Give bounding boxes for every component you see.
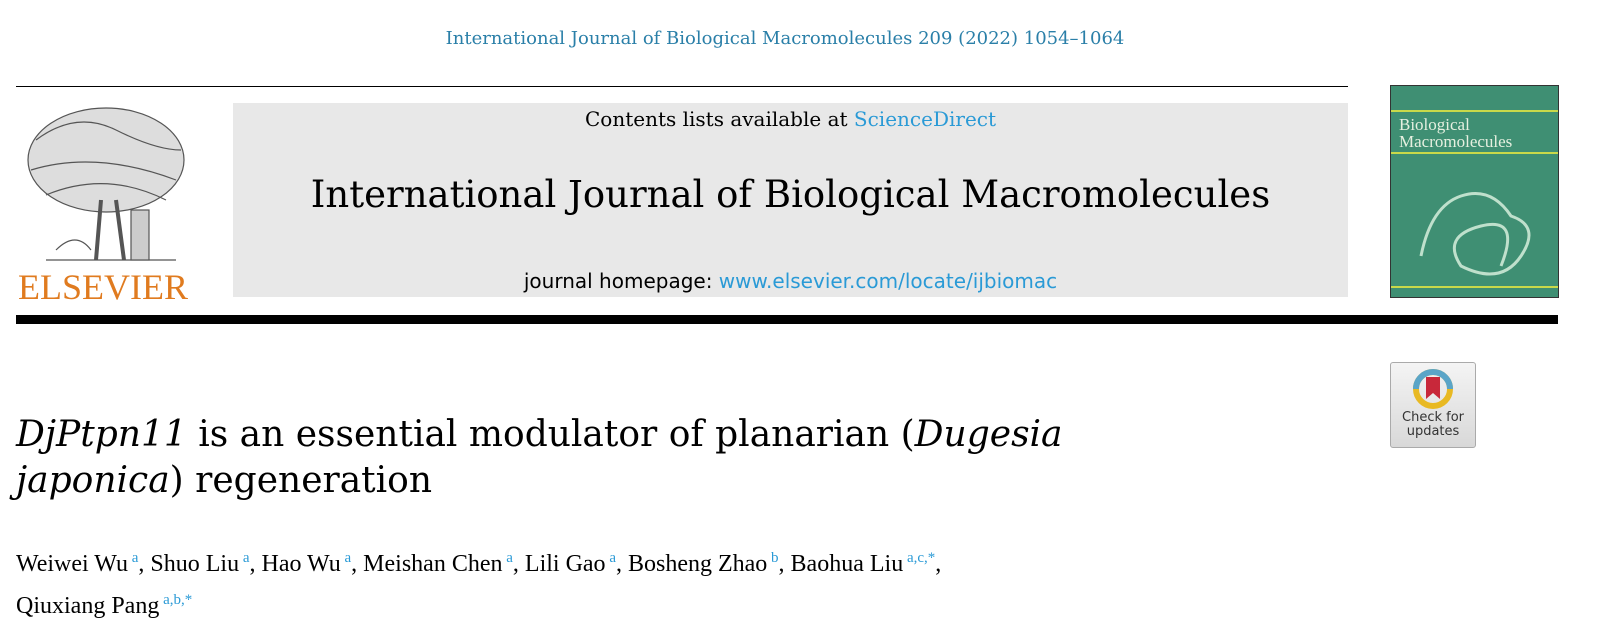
author[interactable]: Baohua Liu xyxy=(790,551,904,577)
journal-masthead: Contents lists available at ScienceDirec… xyxy=(233,103,1348,297)
crossmark-icon xyxy=(1413,369,1453,409)
journal-cover[interactable]: Biological Macromolecules xyxy=(1390,85,1559,298)
author-list: Weiwei Wu a, Shuo Liu a, Hao Wu a, Meish… xyxy=(16,550,942,619)
author[interactable]: Shuo Liu xyxy=(150,551,240,577)
author[interactable]: Weiwei Wu xyxy=(16,551,128,577)
homepage-prefix: journal homepage: xyxy=(523,269,719,293)
author-affiliation[interactable]: a xyxy=(340,550,352,566)
journal-name: International Journal of Biological Macr… xyxy=(310,173,1271,216)
author-affiliation[interactable]: a,c,* xyxy=(903,550,936,566)
contents-line: Contents lists available at ScienceDirec… xyxy=(233,107,1348,131)
author[interactable]: Hao Wu xyxy=(261,551,341,577)
check-for-updates-button[interactable]: Check for updates xyxy=(1390,362,1476,448)
author[interactable]: Meishan Chen xyxy=(363,551,503,577)
homepage-link[interactable]: www.elsevier.com/locate/ijbiomac xyxy=(718,269,1058,293)
header-rule xyxy=(16,86,1348,87)
elsevier-tree-logo xyxy=(27,107,185,261)
author[interactable]: Lili Gao xyxy=(524,551,606,577)
contents-prefix: Contents lists available at xyxy=(584,107,854,131)
author-affiliation[interactable]: a xyxy=(127,550,139,566)
header-thick-rule xyxy=(16,315,1558,324)
elsevier-wordmark: ELSEVIER xyxy=(18,267,188,307)
author-affiliation[interactable]: a xyxy=(605,550,616,566)
sciencedirect-link[interactable]: ScienceDirect xyxy=(853,107,997,131)
cover-protein-image xyxy=(1419,192,1531,276)
author-affiliation[interactable]: b xyxy=(767,550,779,566)
author[interactable]: Bosheng Zhao xyxy=(627,551,768,577)
author[interactable]: Qiuxiang Pang xyxy=(16,593,160,619)
author-affiliation[interactable]: a,b,* xyxy=(159,592,193,608)
article-title: DjPtpn11 is an essential modulator of pl… xyxy=(16,414,1063,501)
journal-citation: International Journal of Biological Macr… xyxy=(445,28,1125,49)
author-affiliation[interactable]: a xyxy=(502,550,513,566)
homepage-line: journal homepage: www.elsevier.com/locat… xyxy=(233,269,1348,293)
author-affiliation[interactable]: a xyxy=(239,550,250,566)
cover-title: Biological Macromolecules xyxy=(1399,115,1513,151)
